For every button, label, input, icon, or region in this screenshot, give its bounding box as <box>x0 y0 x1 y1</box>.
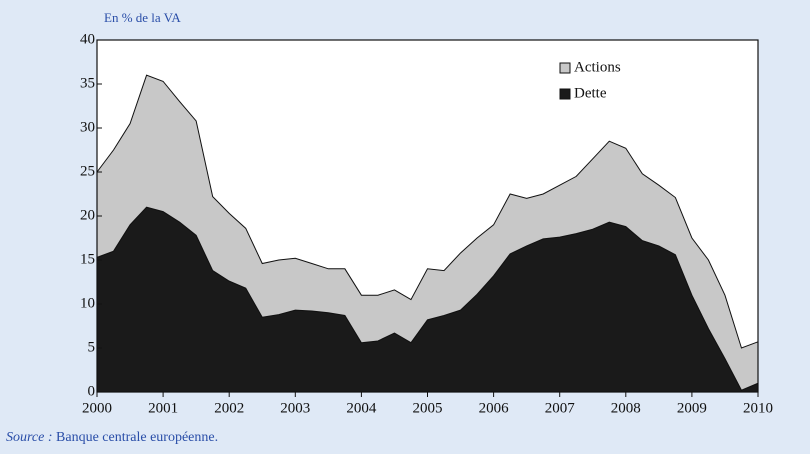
legend-swatch <box>559 62 571 74</box>
legend-swatch <box>559 88 571 100</box>
y-tick-label: 20 <box>80 207 95 223</box>
source-text: Banque centrale européenne. <box>56 430 218 445</box>
x-tick-label: 2010 <box>743 400 773 416</box>
legend-label: Dette <box>574 85 607 101</box>
x-tick-label: 2007 <box>545 400 576 416</box>
x-tick-label: 2008 <box>611 400 641 416</box>
y-tick-label: 5 <box>88 339 96 355</box>
x-tick-label: 2009 <box>677 400 707 416</box>
y-tick-label: 0 <box>88 383 96 399</box>
x-tick-label: 2000 <box>82 400 112 416</box>
x-tick-label: 2004 <box>346 400 377 416</box>
x-tick-label: 2006 <box>479 400 510 416</box>
axis-unit-label: En % de la VA <box>104 10 181 25</box>
x-tick-label: 2005 <box>413 400 443 416</box>
y-tick-label: 25 <box>80 163 95 179</box>
y-tick-label: 30 <box>80 119 95 135</box>
y-tick-label: 10 <box>80 295 95 311</box>
x-tick-label: 2002 <box>214 400 244 416</box>
y-tick-label: 40 <box>80 31 95 47</box>
source-line: Source : Banque centrale européenne. <box>6 430 218 445</box>
y-tick-label: 35 <box>80 75 95 91</box>
legend-label: Actions <box>574 59 621 75</box>
y-tick-label: 15 <box>80 251 95 267</box>
x-tick-label: 2003 <box>280 400 310 416</box>
x-tick-label: 2001 <box>148 400 178 416</box>
source-label: Source : <box>6 430 53 445</box>
